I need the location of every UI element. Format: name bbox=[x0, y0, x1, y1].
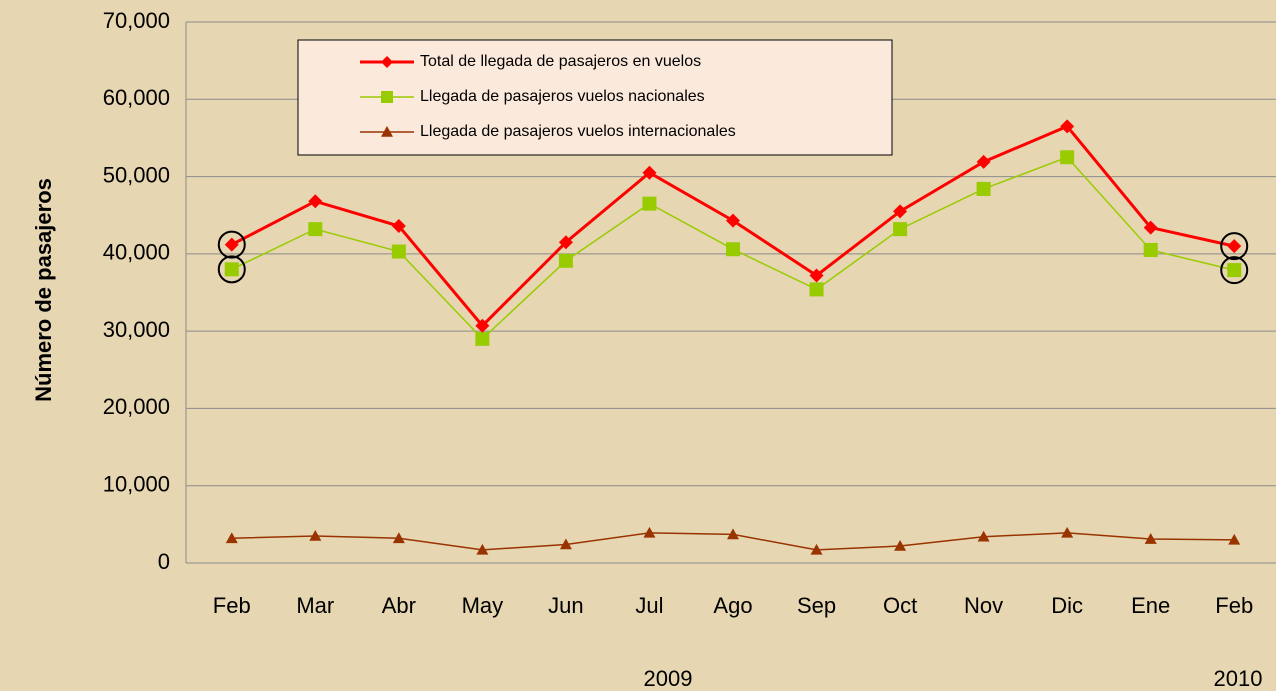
marker bbox=[559, 538, 572, 550]
marker bbox=[225, 532, 238, 544]
x-tick-label: Jun bbox=[548, 593, 583, 618]
marker bbox=[643, 526, 656, 538]
marker bbox=[475, 331, 490, 346]
y-tick-label: 60,000 bbox=[103, 85, 170, 110]
marker bbox=[381, 56, 393, 68]
marker bbox=[391, 219, 406, 234]
marker bbox=[1060, 119, 1075, 134]
x-tick-label: Abr bbox=[382, 593, 416, 618]
marker bbox=[810, 543, 823, 555]
highlight-circle bbox=[1220, 256, 1249, 285]
marker bbox=[1144, 533, 1157, 544]
legend: Total de llegada de pasajeros en vuelos L… bbox=[297, 39, 893, 156]
x-tick-label: Sep bbox=[797, 593, 836, 618]
y-tick-label: 20,000 bbox=[103, 394, 170, 419]
marker bbox=[809, 268, 824, 283]
y-tick-label: 10,000 bbox=[103, 472, 170, 497]
marker bbox=[1060, 150, 1075, 165]
x-tick-label: Mar bbox=[296, 593, 334, 618]
x-tick-label: Nov bbox=[964, 593, 1003, 618]
y-tick-label: 50,000 bbox=[103, 162, 170, 187]
x-tick-label: May bbox=[462, 593, 504, 618]
marker bbox=[977, 530, 990, 542]
marker bbox=[893, 204, 908, 219]
highlight-circle bbox=[1220, 232, 1249, 261]
marker bbox=[726, 213, 740, 228]
year-label: 2010 bbox=[1214, 666, 1263, 691]
legend-label: Llegada de pasajeros vuelos nacionales bbox=[420, 88, 705, 105]
legend-label: Llegada de pasajeros vuelos internaciona… bbox=[420, 123, 736, 140]
marker bbox=[1143, 242, 1158, 257]
legend-label: Total de llegada de pasajeros en vuelos bbox=[420, 53, 701, 70]
y-axis-label: Número de pasajeros bbox=[31, 178, 56, 402]
x-tick-label: Feb bbox=[1215, 593, 1253, 618]
marker bbox=[809, 282, 824, 297]
marker bbox=[1143, 220, 1158, 235]
x-tick-label: Oct bbox=[883, 593, 917, 618]
marker bbox=[642, 196, 657, 211]
marker bbox=[224, 262, 239, 277]
marker bbox=[976, 154, 991, 169]
x-tick-label: Jul bbox=[635, 593, 663, 618]
y-tick-label: 30,000 bbox=[103, 317, 170, 342]
y-tick-label: 0 bbox=[158, 549, 170, 574]
year-label: 2009 bbox=[644, 666, 693, 691]
marker bbox=[642, 165, 657, 180]
marker bbox=[475, 318, 490, 333]
marker bbox=[1227, 263, 1242, 278]
y-tick-label: 40,000 bbox=[103, 240, 170, 265]
marker bbox=[1228, 533, 1241, 545]
marker bbox=[476, 543, 489, 555]
x-tick-label: Ago bbox=[713, 593, 752, 618]
marker bbox=[391, 244, 406, 259]
highlight-circle bbox=[217, 255, 246, 284]
x-tick-label: Dic bbox=[1051, 593, 1083, 618]
marker bbox=[727, 528, 739, 540]
marker bbox=[1227, 239, 1242, 254]
x-tick-label: Ene bbox=[1131, 593, 1170, 618]
y-tick-label: 70,000 bbox=[103, 8, 170, 33]
marker bbox=[893, 222, 908, 237]
highlight-circle bbox=[217, 230, 246, 259]
marker bbox=[976, 181, 991, 196]
marker bbox=[558, 235, 573, 250]
marker bbox=[558, 253, 573, 268]
marker bbox=[381, 126, 393, 137]
marker bbox=[308, 222, 323, 237]
marker bbox=[392, 532, 405, 544]
marker bbox=[224, 237, 239, 252]
marker bbox=[308, 194, 323, 209]
marker bbox=[894, 539, 907, 551]
x-tick-label: Feb bbox=[213, 593, 251, 618]
marker bbox=[1061, 526, 1074, 538]
marker bbox=[726, 242, 740, 257]
marker bbox=[381, 91, 393, 103]
marker bbox=[309, 529, 322, 541]
